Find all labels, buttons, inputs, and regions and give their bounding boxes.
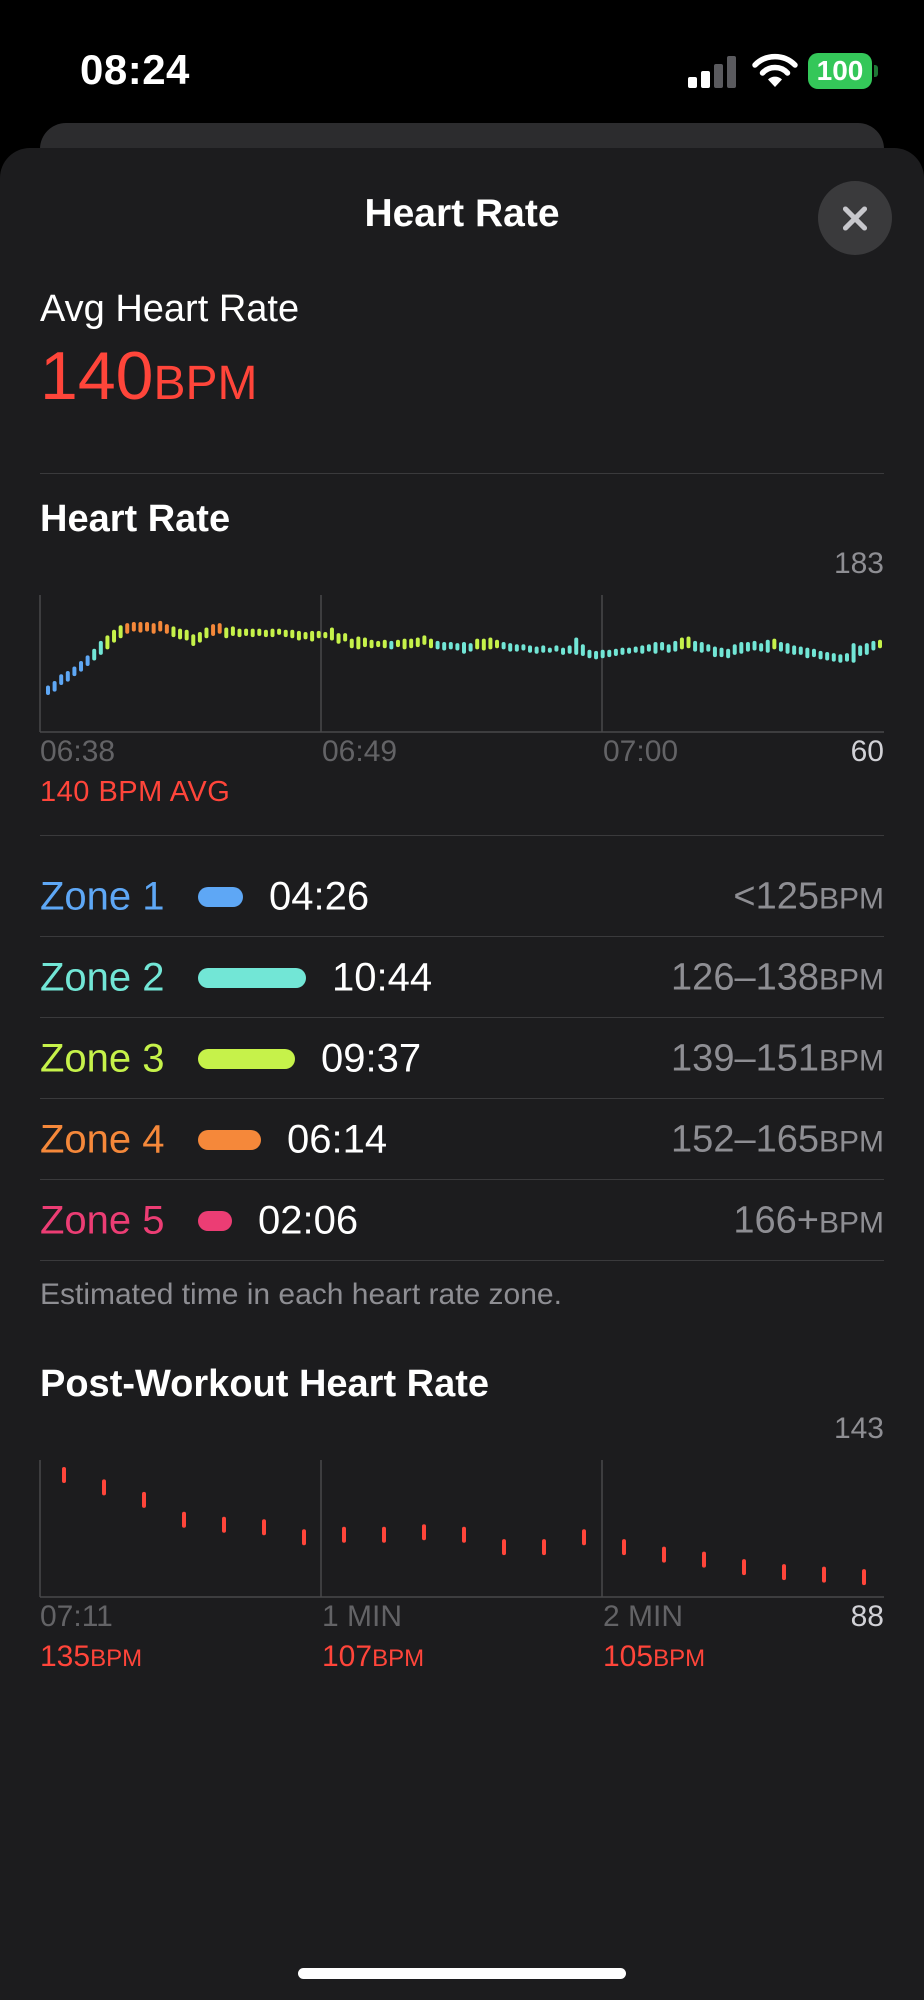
zone-range: <125BPM: [733, 876, 884, 919]
zone-range: 152–165BPM: [671, 1119, 884, 1162]
wifi-icon: [752, 53, 798, 87]
home-indicator[interactable]: [298, 1968, 626, 1979]
post-workout-value-1: 135BPM: [40, 1640, 142, 1674]
post-workout-value-unit: BPM: [90, 1645, 143, 1672]
cellular-signal-icon: [688, 56, 736, 88]
heart-rate-chart-min: 60: [850, 735, 884, 768]
divider: [40, 1017, 884, 1018]
heart-rate-chart-title: Heart Rate: [40, 498, 231, 540]
close-button[interactable]: [818, 181, 892, 255]
zone-range-value: <125: [733, 875, 819, 918]
status-time: 08:24: [80, 46, 190, 93]
zone-name: Zone 1: [40, 874, 165, 919]
heart-rate-tick-1: 06:38: [40, 735, 116, 768]
avg-heart-rate-value: 140BPM: [40, 342, 257, 410]
zone-range-unit: BPM: [818, 1206, 884, 1240]
post-workout-value-3: 105BPM: [603, 1640, 705, 1674]
zone-row-5[interactable]: Zone 5 02:06 166+BPM: [40, 1181, 884, 1261]
zone-row-4[interactable]: Zone 4 06:14 152–165BPM: [40, 1100, 884, 1180]
zone-name: Zone 3: [40, 1036, 165, 1081]
status-bar: 08:24 100: [0, 0, 924, 140]
post-workout-chart-max: 143: [833, 1412, 884, 1445]
post-workout-value-number: 107: [322, 1640, 373, 1673]
zone-range-unit: BPM: [818, 1125, 884, 1159]
heart-rate-chart-max: 183: [833, 547, 884, 580]
heart-rate-avg-note: 140 BPM AVG: [40, 776, 231, 808]
zone-range-value: 126–138: [671, 956, 819, 999]
divider: [40, 473, 884, 474]
zone-range-value: 166+: [733, 1199, 819, 1242]
zone-name: Zone 4: [40, 1117, 165, 1162]
zone-row-2[interactable]: Zone 2 10:44 126–138BPM: [40, 938, 884, 1018]
sheet-title: Heart Rate: [364, 192, 560, 235]
zone-name: Zone 2: [40, 955, 165, 1000]
post-workout-chart-min: 88: [850, 1600, 884, 1633]
avg-heart-rate-unit: BPM: [153, 357, 258, 410]
battery-level: 100: [808, 53, 872, 89]
divider: [40, 1260, 884, 1261]
zone-duration-bar: [198, 1211, 232, 1231]
zone-row-1[interactable]: Zone 1 04:26 <125BPM: [40, 857, 884, 937]
zone-range-value: 152–165: [671, 1118, 819, 1161]
heart-rate-tick-2: 06:49: [322, 735, 398, 768]
post-workout-tick-1: 07:11: [40, 1600, 113, 1633]
zone-range-value: 139–151: [671, 1037, 819, 1080]
post-workout-value-unit: BPM: [372, 1645, 425, 1672]
post-workout-chart[interactable]: [0, 1455, 924, 1605]
zone-range: 139–151BPM: [671, 1038, 884, 1081]
zone-duration-bar: [198, 1130, 261, 1150]
battery-icon: 100: [808, 53, 878, 89]
heart-rate-tick-3: 07:00: [603, 735, 679, 768]
post-workout-value-number: 105: [603, 1640, 654, 1673]
battery-tip: [874, 65, 878, 77]
post-workout-value-unit: BPM: [653, 1645, 706, 1672]
zone-range: 166+BPM: [733, 1200, 884, 1243]
heart-rate-chart[interactable]: [0, 590, 924, 740]
zone-range: 126–138BPM: [671, 957, 884, 1000]
divider: [40, 936, 884, 937]
zone-time: 06:14: [287, 1117, 388, 1162]
zone-time: 04:26: [269, 874, 370, 919]
zone-name: Zone 5: [40, 1198, 165, 1243]
zone-duration-bar: [198, 1049, 295, 1069]
zone-row-3[interactable]: Zone 3 09:37 139–151BPM: [40, 1019, 884, 1099]
zone-time: 02:06: [258, 1198, 359, 1243]
post-workout-value-number: 135: [40, 1640, 91, 1673]
avg-heart-rate-label: Avg Heart Rate: [40, 288, 300, 330]
divider: [40, 835, 884, 836]
heart-rate-sheet: [0, 148, 924, 2000]
zone-duration-bar: [198, 887, 243, 907]
divider: [40, 1179, 884, 1180]
zone-footnote: Estimated time in each heart rate zone.: [40, 1278, 562, 1311]
post-workout-tick-2: 1 MIN: [322, 1600, 403, 1633]
zone-time: 10:44: [332, 955, 433, 1000]
post-workout-value-2: 107BPM: [322, 1640, 424, 1674]
post-workout-tick-3: 2 MIN: [603, 1600, 684, 1633]
zone-time: 09:37: [321, 1036, 422, 1081]
zone-range-unit: BPM: [818, 882, 884, 916]
zone-duration-bar: [198, 968, 306, 988]
divider: [40, 1098, 884, 1099]
zone-range-unit: BPM: [818, 963, 884, 997]
avg-heart-rate-number: 140: [40, 338, 154, 414]
post-workout-chart-title: Post-Workout Heart Rate: [40, 1363, 490, 1405]
zone-range-unit: BPM: [818, 1044, 884, 1078]
